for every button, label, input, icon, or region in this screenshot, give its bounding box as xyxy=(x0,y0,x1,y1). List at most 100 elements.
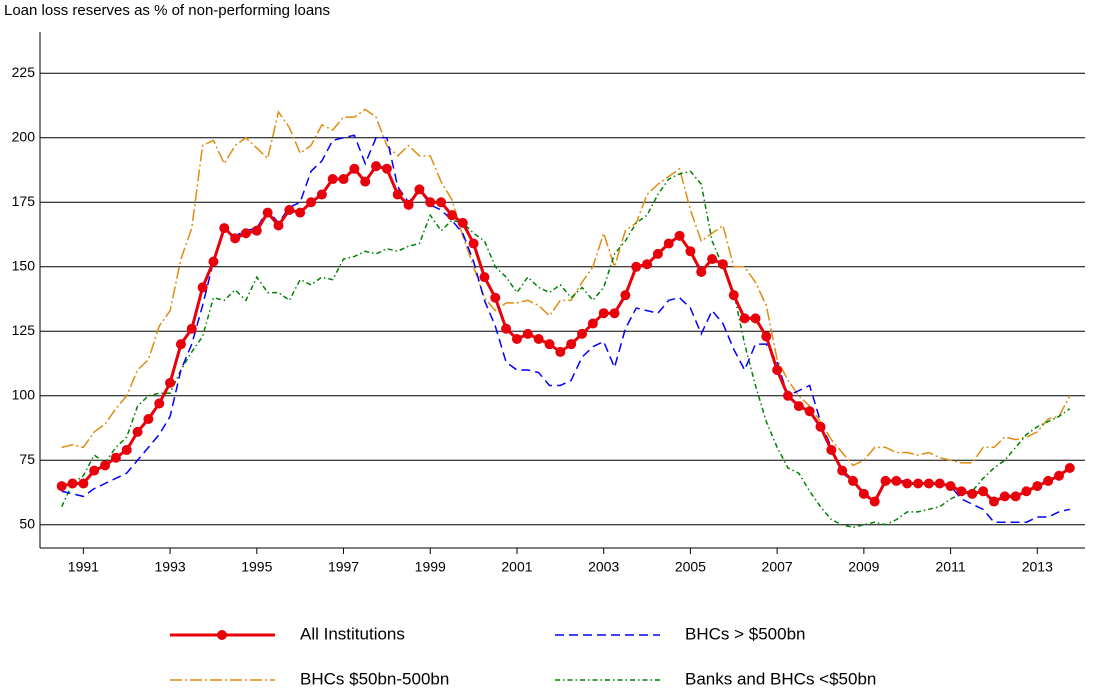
series-marker xyxy=(956,486,967,497)
series-marker xyxy=(566,339,577,350)
series-marker xyxy=(273,220,284,231)
y-tick-label: 150 xyxy=(12,257,36,273)
series-marker xyxy=(67,478,78,489)
x-tick-label: 2013 xyxy=(1022,559,1053,575)
series-marker xyxy=(598,308,609,319)
x-tick-label: 2009 xyxy=(848,559,879,575)
series-marker xyxy=(988,496,999,507)
legend-label: BHCs > $500bn xyxy=(685,624,806,643)
x-tick-label: 2011 xyxy=(936,559,966,575)
x-tick-label: 2001 xyxy=(501,559,532,575)
series-marker xyxy=(923,478,934,489)
series-marker xyxy=(100,460,111,471)
legend-label: Banks and BHCs <$50bn xyxy=(685,669,876,688)
series-marker xyxy=(642,259,653,270)
series-marker xyxy=(555,346,566,357)
series-marker xyxy=(1010,491,1021,502)
series-marker xyxy=(696,266,707,277)
series-marker xyxy=(978,486,989,497)
series-marker xyxy=(197,282,208,293)
series-marker xyxy=(403,199,414,210)
series-marker xyxy=(674,230,685,241)
chart-title: Loan loss reserves as % of non-performin… xyxy=(4,2,330,19)
series-marker xyxy=(728,290,739,301)
series-marker xyxy=(848,475,859,486)
x-tick-label: 1991 xyxy=(68,559,99,575)
series-marker xyxy=(468,238,479,249)
series-marker xyxy=(219,223,230,234)
series-marker xyxy=(186,323,197,334)
legend-label: BHCs $50bn-500bn xyxy=(300,669,449,688)
series-marker xyxy=(240,228,251,239)
series-marker xyxy=(121,444,132,455)
series-marker xyxy=(165,377,176,388)
series-marker xyxy=(793,401,804,412)
series-marker xyxy=(913,478,924,489)
series-marker xyxy=(89,465,100,476)
series-line xyxy=(61,108,1071,467)
series-marker xyxy=(230,233,241,244)
series-marker xyxy=(132,426,143,437)
series-marker xyxy=(338,174,349,185)
series-marker xyxy=(175,339,186,350)
y-tick-label: 125 xyxy=(12,322,36,338)
series-marker xyxy=(587,318,598,329)
y-tick-label: 175 xyxy=(12,193,36,209)
series-marker xyxy=(360,176,371,187)
series-marker xyxy=(761,331,772,342)
series-line xyxy=(61,134,1070,523)
series-marker xyxy=(327,174,338,185)
series-marker xyxy=(490,292,501,303)
series-marker xyxy=(815,421,826,432)
y-tick-label: 50 xyxy=(19,515,35,531)
series-marker xyxy=(804,406,815,417)
series-marker xyxy=(826,444,837,455)
series-marker xyxy=(533,334,544,345)
legend-marker xyxy=(217,630,227,640)
series-line xyxy=(61,164,1071,504)
y-tick-label: 225 xyxy=(12,64,36,80)
series-marker xyxy=(316,189,327,200)
series-marker xyxy=(1021,486,1032,497)
series-marker xyxy=(945,481,956,492)
legend-label: All Institutions xyxy=(300,624,405,643)
series-marker xyxy=(1053,470,1064,481)
series-marker xyxy=(522,328,533,339)
series-marker xyxy=(284,205,295,216)
series-marker xyxy=(1064,463,1075,474)
series-marker xyxy=(436,197,447,208)
series-marker xyxy=(609,308,620,319)
series-marker xyxy=(772,364,783,375)
y-tick-label: 75 xyxy=(19,451,35,467)
series-marker xyxy=(685,246,696,257)
series-marker xyxy=(739,313,750,324)
series-marker xyxy=(1043,475,1054,486)
series-marker xyxy=(631,261,642,272)
series-marker xyxy=(501,323,512,334)
series-marker xyxy=(782,390,793,401)
series-marker xyxy=(880,475,891,486)
series-marker xyxy=(902,478,913,489)
series-marker xyxy=(262,207,273,218)
series-marker xyxy=(414,184,425,195)
series-marker xyxy=(381,163,392,174)
series-marker xyxy=(934,478,945,489)
series-marker xyxy=(707,254,718,265)
series-marker xyxy=(446,210,457,221)
series-marker xyxy=(717,259,728,270)
x-tick-label: 1993 xyxy=(155,559,186,575)
series-marker xyxy=(858,488,869,499)
x-tick-label: 2005 xyxy=(675,559,706,575)
series-marker xyxy=(511,334,522,345)
series-marker xyxy=(750,313,761,324)
x-tick-label: 1999 xyxy=(415,559,446,575)
series-marker xyxy=(56,481,67,492)
series-marker xyxy=(544,339,555,350)
x-tick-label: 1995 xyxy=(241,559,272,575)
series-marker xyxy=(869,496,880,507)
series-marker xyxy=(371,161,382,172)
series-marker xyxy=(999,491,1010,502)
series-marker xyxy=(457,217,468,228)
series-marker xyxy=(349,163,360,174)
